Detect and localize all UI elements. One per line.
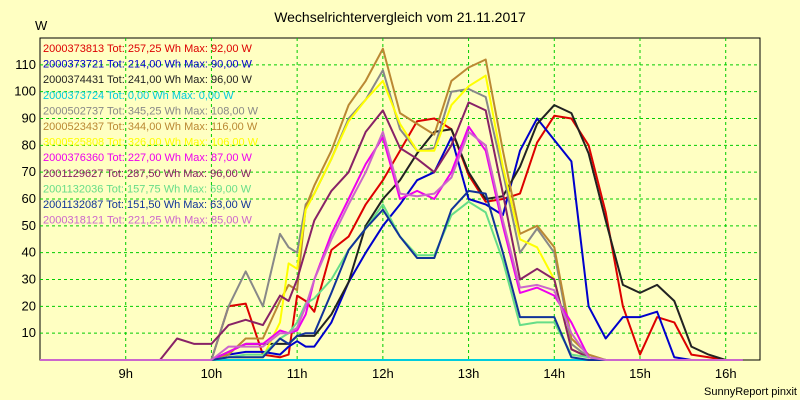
legend-entry-8: 2001129627 Tot: 287,50 Wh Max: 96,00 W: [43, 168, 252, 180]
legend-entry-5: 2000523437 Tot: 344,00 Wh Max: 116,00 W: [43, 121, 258, 133]
y-tick-label: 30: [22, 272, 36, 287]
y-axis-label: W: [35, 18, 48, 33]
legend-entry-0: 2000373813 Tot: 257,25 Wh Max: 92,00 W: [43, 43, 253, 55]
legend-entry-7: 2000376360 Tot: 227,00 Wh Max: 87,00 W: [43, 152, 253, 164]
legend-entry-9: 2001132036 Tot: 157,75 Wh Max: 59,00 W: [43, 183, 252, 195]
x-tick-label: 16h: [715, 366, 737, 381]
footer-credit: SunnyReport pinxit: [704, 386, 797, 398]
x-tick-label: 12h: [372, 366, 394, 381]
y-tick-label: 90: [22, 111, 36, 126]
y-axis: 10 20 30 40 50 60 70 80 90 100 110: [14, 57, 36, 340]
y-tick-label: 110: [15, 57, 36, 72]
legend: 2000373813 Tot: 257,25 Wh Max: 92,00 W 20…: [43, 43, 259, 227]
y-tick-label: 80: [22, 137, 36, 152]
legend-entry-11: 2000318121 Tot: 221,25 Wh Max: 85,00 W: [43, 215, 253, 227]
series-lines: [40, 47, 743, 361]
x-tick-label: 11h: [287, 366, 308, 381]
x-tick-label: 14h: [543, 366, 565, 381]
y-tick-label: 20: [22, 298, 36, 313]
legend-entry-1: 2000373721 Tot: 214,00 Wh Max: 90,00 W: [43, 59, 253, 71]
legend-entry-2: 2000374431 Tot: 241,00 Wh Max: 96,00 W: [43, 74, 253, 86]
y-tick-label: 50: [22, 218, 36, 233]
legend-entry-10: 2001132087 Tot: 151,50 Wh Max: 63,00 W: [43, 199, 252, 211]
y-tick-label: 60: [22, 191, 36, 206]
y-tick-label: 100: [14, 84, 36, 99]
y-tick-label: 40: [22, 245, 36, 260]
legend-entry-6: 3000525808 Tot: 326,00 Wh Max: 106,00 W: [43, 137, 259, 149]
y-tick-label: 70: [22, 164, 36, 179]
chart-title: Wechselrichtervergleich vom 21.11.2017: [274, 9, 526, 25]
x-axis: 9h 10h 11h 12h 13h 14h 15h 16h: [118, 366, 736, 381]
x-tick-label: 10h: [201, 366, 223, 381]
series-line-11: [40, 130, 743, 361]
legend-entry-3: 2000373724 Tot: 0,00 Wh Max: 0,00 W: [43, 90, 234, 102]
y-tick-label: 10: [22, 325, 36, 340]
grid: [40, 38, 760, 360]
x-tick-label: 9h: [118, 366, 132, 381]
x-tick-label: 13h: [458, 366, 480, 381]
legend-entry-4: 2000502737 Tot: 345,25 Wh Max: 108,00 W: [43, 105, 259, 117]
x-tick-label: 15h: [629, 366, 651, 381]
